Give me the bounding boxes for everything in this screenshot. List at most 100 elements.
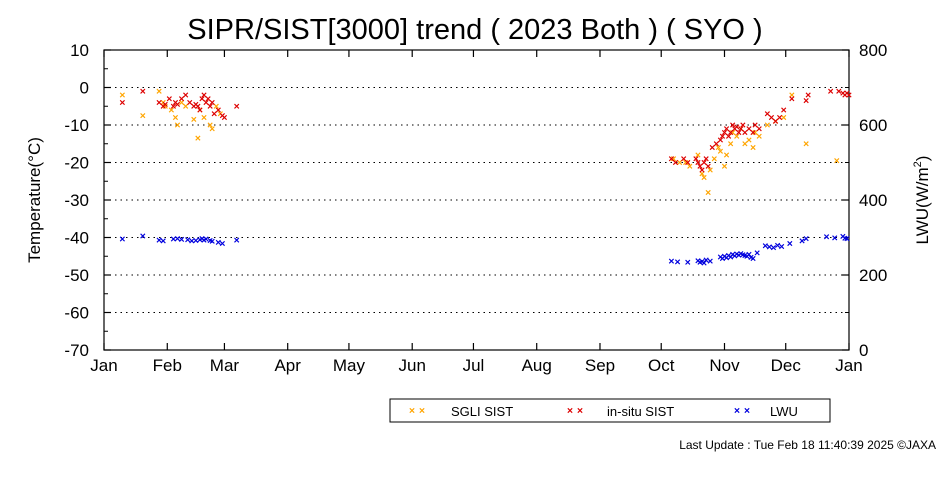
data-point xyxy=(750,255,756,262)
x-tick-label: Dec xyxy=(771,356,802,375)
data-point xyxy=(789,92,795,98)
data-point xyxy=(715,144,721,151)
data-point xyxy=(178,96,185,102)
data-point xyxy=(674,259,681,265)
data-point xyxy=(774,242,781,248)
legend-marker xyxy=(577,407,583,414)
data-point xyxy=(189,238,195,244)
data-point xyxy=(781,107,787,113)
data-point xyxy=(834,158,840,164)
y-tick-label: -70 xyxy=(64,341,89,360)
data-point xyxy=(201,92,207,98)
y-tick-label: 10 xyxy=(70,41,89,60)
data-point xyxy=(156,237,162,243)
data-point xyxy=(823,234,830,240)
data-point xyxy=(140,88,146,94)
data-point xyxy=(209,99,215,106)
data-point xyxy=(742,129,748,136)
data-point xyxy=(762,243,768,249)
y2-label-sup: 2 xyxy=(912,161,924,167)
data-point xyxy=(803,236,809,242)
data-point xyxy=(183,103,189,109)
last-update: Last Update : Tue Feb 18 11:40:39 2025 ©… xyxy=(679,438,936,452)
data-point xyxy=(766,244,772,250)
legend-marker xyxy=(409,407,415,414)
x-tick-label: Jan xyxy=(90,356,117,375)
y2-tick-label: 800 xyxy=(859,41,887,60)
data-point xyxy=(742,141,748,147)
data-point xyxy=(209,238,215,244)
data-point xyxy=(693,156,699,162)
data-point xyxy=(687,163,693,169)
legend-marker xyxy=(567,407,573,414)
data-point xyxy=(754,250,760,256)
x-tick-label: May xyxy=(333,356,366,375)
data-point xyxy=(140,233,146,239)
y2-axis-label: LWU(W/m2) xyxy=(912,156,932,245)
data-point xyxy=(699,167,705,173)
data-point xyxy=(740,122,746,128)
data-point xyxy=(119,99,125,106)
data-point xyxy=(787,240,793,247)
data-point xyxy=(707,258,713,264)
data-point xyxy=(768,114,775,121)
data-point xyxy=(770,245,777,251)
y-tick-label: -20 xyxy=(64,154,89,173)
data-point xyxy=(168,107,174,113)
x-tick-label: Feb xyxy=(153,356,182,375)
x-tick-label: Jan xyxy=(835,356,862,375)
legend-marker xyxy=(419,407,425,414)
data-point xyxy=(723,152,730,158)
data-point xyxy=(730,129,736,136)
data-point xyxy=(844,236,850,242)
x-tick-label: Nov xyxy=(709,356,740,375)
y2-tick-label: 600 xyxy=(859,116,887,135)
y-tick-label: -60 xyxy=(64,304,89,323)
series-sgli-sist xyxy=(119,88,840,196)
data-point xyxy=(805,92,811,98)
data-point xyxy=(750,144,756,151)
legend-label: in-situ SIST xyxy=(607,404,674,419)
data-point xyxy=(723,126,730,132)
data-point xyxy=(672,159,679,166)
data-point xyxy=(668,258,675,264)
x-tick-label: Mar xyxy=(210,356,240,375)
data-point xyxy=(219,240,225,247)
data-point xyxy=(215,239,221,245)
data-point xyxy=(719,133,726,139)
data-point xyxy=(205,96,211,102)
series-in-situ-sist xyxy=(119,88,852,173)
data-point xyxy=(750,129,756,136)
data-point xyxy=(234,103,240,109)
data-point xyxy=(728,141,734,147)
data-points xyxy=(119,88,852,266)
data-point xyxy=(772,118,779,124)
y-tick-label: 0 xyxy=(80,79,89,98)
data-point xyxy=(685,159,691,166)
legend-label: LWU xyxy=(770,404,798,419)
data-point xyxy=(681,156,687,162)
data-point xyxy=(211,111,217,117)
data-point xyxy=(207,122,213,128)
y2-tick-label: 0 xyxy=(859,341,868,360)
data-point xyxy=(685,259,691,265)
data-point xyxy=(717,148,723,154)
data-point xyxy=(221,114,228,121)
data-point xyxy=(178,236,185,242)
legend-marker xyxy=(734,407,740,414)
y-tick-label: -50 xyxy=(64,266,89,285)
data-point xyxy=(713,141,719,147)
legend-label: SGLI SIST xyxy=(451,404,513,419)
data-point xyxy=(777,114,783,121)
data-point xyxy=(195,135,201,141)
data-point xyxy=(734,124,740,130)
y2-axis-ticks: 800 600 400 200 0 xyxy=(842,41,887,360)
data-point xyxy=(846,92,852,98)
data-point xyxy=(213,103,219,109)
data-point xyxy=(183,92,189,98)
grid-lines xyxy=(104,87,849,313)
data-point xyxy=(752,122,758,128)
data-point xyxy=(199,96,205,102)
data-point xyxy=(178,99,185,106)
data-point xyxy=(156,88,162,94)
